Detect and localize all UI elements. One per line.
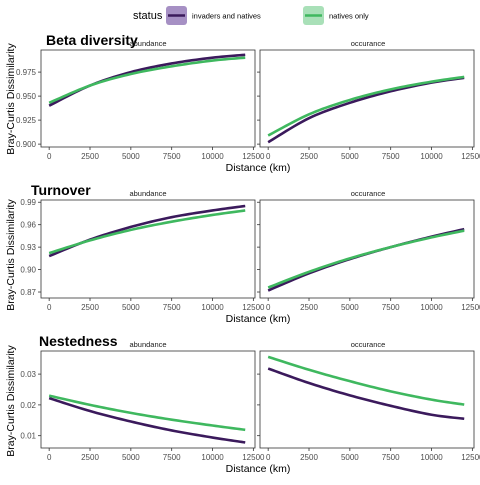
x-tick-label: 0 xyxy=(47,152,52,161)
x-tick-label: 12500 xyxy=(242,152,265,161)
panel-background xyxy=(41,50,255,147)
x-tick-label: 5000 xyxy=(341,152,359,161)
row-title-nestedness: Nestedness xyxy=(39,333,118,349)
y-tick-label: 0.925 xyxy=(16,116,37,125)
x-tick-label: 7500 xyxy=(163,303,181,312)
series-line xyxy=(48,209,246,255)
x-tick-label: 10000 xyxy=(420,152,443,161)
x-tick-label: 5000 xyxy=(341,453,359,462)
panel-background xyxy=(41,200,255,298)
row-beta-diversity: Beta diversity Bray-Curtis Dissimilarity… xyxy=(5,32,480,174)
x-tick-label: 0 xyxy=(266,453,271,462)
x-tick-label: 2500 xyxy=(81,303,99,312)
series-line xyxy=(48,394,246,432)
strip-label-occurance: occurance xyxy=(351,340,386,349)
panel-border xyxy=(259,49,475,148)
legend-title: status xyxy=(133,10,163,22)
panel-abundance: 0 2500 5000 7500 10000 12500 0.900 0.925 0.950 0.… xyxy=(16,49,265,161)
y-tick-label: 0.99 xyxy=(20,198,36,207)
strip-label-abundance: abundance xyxy=(129,340,166,349)
strip-label-occurance: occurance xyxy=(351,189,386,198)
x-tick-label: 10000 xyxy=(420,453,443,462)
y-tick-label: 0.87 xyxy=(20,288,36,297)
y-tick-label: 0.01 xyxy=(20,432,36,441)
series-line xyxy=(48,56,246,105)
x-tick-label: 7500 xyxy=(382,453,400,462)
panel-border xyxy=(259,199,475,299)
x-tick-label: 7500 xyxy=(163,453,181,462)
x-axis-title-turnover: Distance (km) xyxy=(226,313,291,325)
row-turnover: Turnover Bray-Curtis Dissimilarity abund… xyxy=(5,182,480,325)
series-line xyxy=(48,396,246,444)
x-tick-label: 7500 xyxy=(382,152,400,161)
x-tick-label: 5000 xyxy=(122,303,140,312)
panel-border xyxy=(40,49,256,148)
x-tick-label: 10000 xyxy=(420,303,443,312)
y-tick-label: 0.03 xyxy=(20,370,36,379)
x-tick-label: 0 xyxy=(266,303,271,312)
y-axis-title-turnover: Bray-Curtis Dissimilarity xyxy=(5,199,17,311)
x-tick-label: 12500 xyxy=(461,453,480,462)
y-tick-label: 0.93 xyxy=(20,243,36,252)
x-axis-title-nestedness: Distance (km) xyxy=(226,463,291,475)
panel-border xyxy=(40,199,256,299)
strip-label-abundance: abundance xyxy=(129,189,166,198)
x-tick-label: 2500 xyxy=(300,453,318,462)
series-line xyxy=(267,229,465,289)
panel-occurance: 0 2500 5000 7500 10000 12500 xyxy=(257,49,480,161)
panel-abundance: 0 2500 5000 7500 10000 12500 0.87 0.90 0.93 0.96 0… xyxy=(20,198,265,312)
y-tick-label: 0.900 xyxy=(16,140,37,149)
strip-label-occurance: occurance xyxy=(351,39,386,48)
x-tick-label: 12500 xyxy=(461,303,480,312)
row-title-turnover: Turnover xyxy=(31,182,91,198)
x-tick-label: 12500 xyxy=(242,303,265,312)
panel-abundance: 0 2500 5000 7500 10000 12500 0.01 0.02 0.03 xyxy=(20,350,265,462)
x-tick-label: 0 xyxy=(266,152,271,161)
y-tick-label: 0.950 xyxy=(16,92,37,101)
y-tick-label: 0.02 xyxy=(20,401,36,410)
x-tick-label: 2500 xyxy=(81,152,99,161)
legend-label-natives: natives only xyxy=(329,12,369,21)
y-tick-label: 0.975 xyxy=(16,68,37,77)
x-tick-label: 5000 xyxy=(341,303,359,312)
x-tick-label: 5000 xyxy=(122,453,140,462)
series-line xyxy=(267,75,465,137)
x-tick-label: 7500 xyxy=(163,152,181,161)
panel-occurance: 0 2500 5000 7500 10000 12500 xyxy=(257,199,480,312)
legend: status invaders and natives natives only xyxy=(133,6,369,25)
x-tick-label: 2500 xyxy=(300,303,318,312)
x-tick-label: 5000 xyxy=(122,152,140,161)
legend-label-invaders: invaders and natives xyxy=(192,12,261,21)
x-tick-label: 10000 xyxy=(201,453,224,462)
x-tick-label: 10000 xyxy=(201,303,224,312)
series-line xyxy=(267,355,465,406)
panel-border xyxy=(259,350,475,449)
y-tick-label: 0.96 xyxy=(20,221,36,230)
x-tick-label: 12500 xyxy=(242,453,265,462)
y-axis-title-beta-diversity: Bray-Curtis Dissimilarity xyxy=(5,43,17,155)
x-tick-label: 2500 xyxy=(300,152,318,161)
x-tick-label: 0 xyxy=(47,303,52,312)
x-tick-label: 10000 xyxy=(201,152,224,161)
panel-background xyxy=(260,200,474,298)
x-axis-title-beta-diversity: Distance (km) xyxy=(226,162,291,174)
row-nestedness: Nestedness Bray-Curtis Dissimilarity abu… xyxy=(5,333,480,475)
x-tick-label: 0 xyxy=(47,453,52,462)
panel-occurance: 0 2500 5000 7500 10000 12500 xyxy=(257,350,480,462)
strip-label-abundance: abundance xyxy=(129,39,166,48)
x-tick-label: 12500 xyxy=(461,152,480,161)
row-title-beta-diversity: Beta diversity xyxy=(46,32,138,48)
series-line xyxy=(267,367,465,421)
panel-border xyxy=(40,350,256,449)
x-tick-label: 2500 xyxy=(81,453,99,462)
y-tick-label: 0.90 xyxy=(20,266,36,275)
panel-background xyxy=(41,351,255,448)
x-tick-label: 7500 xyxy=(382,303,400,312)
y-axis-title-nestedness: Bray-Curtis Dissimilarity xyxy=(5,345,17,457)
